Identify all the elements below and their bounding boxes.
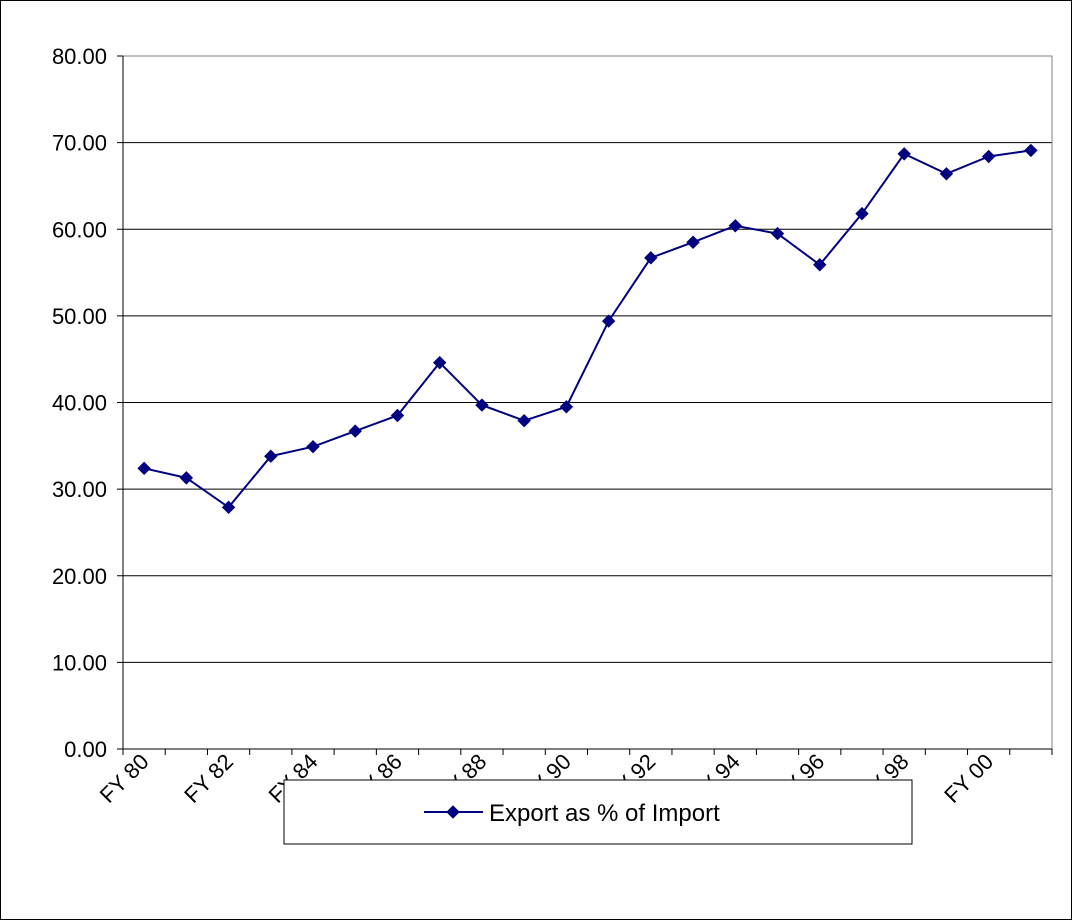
y-tick-label: 60.00	[52, 217, 107, 242]
y-tick-label: 30.00	[52, 477, 107, 502]
data-point-marker	[855, 206, 869, 221]
legend-diamond-marker	[446, 805, 460, 819]
data-point-marker	[981, 149, 996, 164]
series-export-pct-import	[137, 143, 1038, 515]
data-point-marker	[939, 167, 954, 181]
data-point-marker	[432, 355, 447, 370]
data-point-marker	[179, 471, 194, 485]
gridlines	[123, 55, 1052, 663]
data-point-marker	[813, 258, 827, 272]
data-point-marker	[644, 251, 658, 265]
data-point-marker	[517, 413, 531, 428]
data-point-marker	[1024, 143, 1038, 158]
legend: Export as % of Import	[283, 779, 913, 845]
data-point-marker	[686, 235, 700, 249]
data-point-marker	[728, 219, 743, 233]
y-axis-ticks: 0.00 10.00 20.00 30.00 40.00 50.00 60.00 70.00 8…	[52, 44, 124, 762]
x-tick-label: FY 00	[939, 749, 998, 808]
data-point-marker	[601, 314, 616, 328]
y-tick-label: 40.00	[52, 391, 107, 416]
data-point-marker	[559, 400, 574, 414]
data-point-marker	[897, 147, 911, 161]
series-line	[143, 149, 1032, 509]
data-point-marker	[306, 439, 320, 454]
data-point-marker	[390, 408, 405, 423]
y-tick-label: 50.00	[52, 304, 107, 329]
y-tick-label: 0.00	[64, 737, 107, 762]
data-point-marker	[348, 424, 362, 438]
y-tick-label: 70.00	[52, 131, 107, 156]
y-tick-label: 80.00	[52, 44, 107, 69]
legend-label: Export as % of Import	[489, 800, 720, 827]
y-tick-label: 10.00	[52, 650, 107, 675]
data-point-marker	[770, 226, 785, 241]
data-point-marker	[221, 500, 236, 515]
y-tick-label: 20.00	[52, 564, 107, 589]
data-point-marker	[264, 449, 278, 463]
x-tick-label: FY 82	[179, 749, 238, 808]
data-point-marker	[475, 398, 489, 412]
data-point-marker	[137, 461, 151, 476]
legend-box	[283, 779, 913, 845]
